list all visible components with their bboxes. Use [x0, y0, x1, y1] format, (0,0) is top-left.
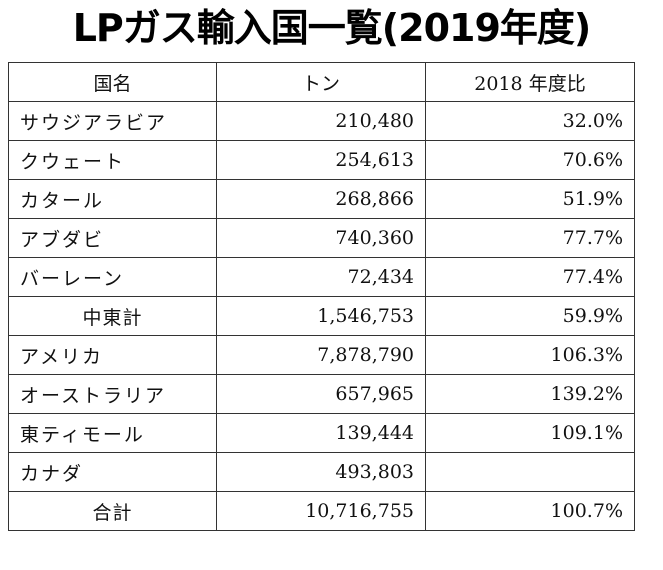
table-body: サウジアラビア 210,480 32.0% クウェート 254,613 70.6% カタール… — [8, 101, 635, 531]
tons-cell: 268,866 — [216, 179, 426, 219]
tons-cell: 139,444 — [216, 413, 426, 453]
tons-cell: 10,716,755 — [216, 491, 426, 531]
country-cell: アブダビ — [8, 218, 217, 258]
table-row: バーレーン 72,434 77.4% — [8, 257, 635, 297]
tons-cell: 493,803 — [216, 452, 426, 492]
tons-cell: 740,360 — [216, 218, 426, 258]
tons-cell: 72,434 — [216, 257, 426, 297]
country-cell: 合計 — [8, 491, 217, 531]
country-cell: 東ティモール — [8, 413, 217, 453]
page-title: LPガス輸入国一覧(2019年度) — [72, 6, 592, 50]
table-row: オーストラリア 657,965 139.2% — [8, 374, 635, 414]
country-cell: カタール — [8, 179, 217, 219]
country-cell: アメリカ — [8, 335, 217, 375]
ratio-cell: 59.9% — [425, 296, 635, 336]
country-cell: 中東計 — [8, 296, 217, 336]
tons-cell: 254,613 — [216, 140, 426, 180]
ratio-cell: 77.4% — [425, 257, 635, 297]
table-row: サウジアラビア 210,480 32.0% — [8, 101, 635, 141]
country-cell: バーレーン — [8, 257, 217, 297]
ratio-cell: 109.1% — [425, 413, 635, 453]
ratio-cell: 77.7% — [425, 218, 635, 258]
tons-cell: 210,480 — [216, 101, 426, 141]
table-row: アブダビ 740,360 77.7% — [8, 218, 635, 258]
tons-cell: 657,965 — [216, 374, 426, 414]
lpg-import-table: 国名 トン 2018 年度比 サウジアラビア 210,480 32.0% クウェート 2… — [8, 62, 635, 531]
tons-cell: 1,546,753 — [216, 296, 426, 336]
country-cell: オーストラリア — [8, 374, 217, 414]
ratio-cell: 51.9% — [425, 179, 635, 219]
country-cell: クウェート — [8, 140, 217, 180]
ratio-cell: 106.3% — [425, 335, 635, 375]
ratio-cell: 32.0% — [425, 101, 635, 141]
table-row: 東ティモール 139,444 109.1% — [8, 413, 635, 453]
country-cell: サウジアラビア — [8, 101, 217, 141]
ratio-cell: 100.7% — [425, 491, 635, 531]
table-row: クウェート 254,613 70.6% — [8, 140, 635, 180]
table-row: 合計 10,716,755 100.7% — [8, 491, 635, 531]
table-row: 中東計 1,546,753 59.9% — [8, 296, 635, 336]
header-tons: トン — [216, 62, 426, 102]
table-row: カナダ 493,803 — [8, 452, 635, 492]
ratio-cell: 139.2% — [425, 374, 635, 414]
header-ratio: 2018 年度比 — [425, 62, 635, 102]
ratio-cell — [425, 452, 635, 492]
header-country: 国名 — [8, 62, 217, 102]
country-cell: カナダ — [8, 452, 217, 492]
tons-cell: 7,878,790 — [216, 335, 426, 375]
table-row: カタール 268,866 51.9% — [8, 179, 635, 219]
ratio-cell: 70.6% — [425, 140, 635, 180]
table-row: アメリカ 7,878,790 106.3% — [8, 335, 635, 375]
header-row: 国名 トン 2018 年度比 — [8, 62, 635, 102]
